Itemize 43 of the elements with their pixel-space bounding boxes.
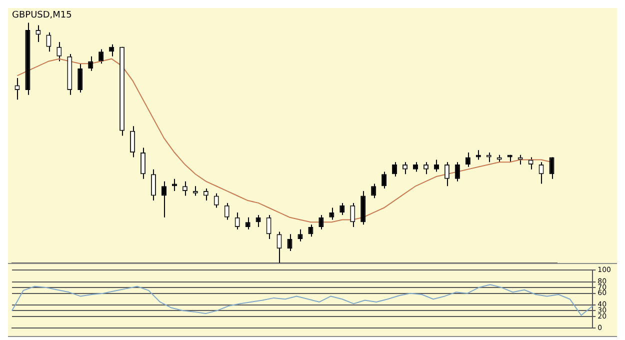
candlestick <box>224 202 230 220</box>
candlestick <box>350 202 356 228</box>
candlestick <box>423 162 429 175</box>
chart-title: GBPUSD,M15 <box>12 10 72 21</box>
candlestick <box>549 156 554 180</box>
candlestick <box>46 32 52 52</box>
candlestick <box>214 192 219 208</box>
candlestick <box>412 162 418 172</box>
candlestick <box>140 147 146 180</box>
candlestick <box>465 152 470 168</box>
candlestick <box>161 180 166 218</box>
candlestick <box>486 152 492 163</box>
candlestick <box>329 207 334 220</box>
candlestick <box>36 24 41 43</box>
candlestick <box>98 48 104 64</box>
candlestick <box>192 186 198 196</box>
candlestick <box>476 150 481 160</box>
candlestick <box>371 183 376 199</box>
candlestick <box>392 162 398 178</box>
candlestick <box>56 42 62 62</box>
candlestick <box>78 63 83 93</box>
candlestick <box>287 234 292 252</box>
candlestick <box>340 202 345 216</box>
candlestick <box>130 126 136 158</box>
candlestick <box>444 162 450 187</box>
candlestick <box>402 162 408 175</box>
candlestick <box>266 214 272 240</box>
candlestick <box>382 171 387 190</box>
candlestick <box>234 212 240 230</box>
candlestick <box>14 78 20 100</box>
candlestick <box>454 162 460 182</box>
candlestick <box>172 178 177 192</box>
candlestick <box>538 162 544 184</box>
candlestick <box>434 159 439 172</box>
candlestick <box>182 180 188 196</box>
candlestick <box>318 214 324 230</box>
candlestick <box>150 168 156 202</box>
candlestick <box>245 216 250 230</box>
candlestick <box>308 224 314 238</box>
candlestick <box>88 56 94 72</box>
candlestick <box>528 156 534 170</box>
candlestick <box>298 228 303 242</box>
candlestick <box>276 231 282 263</box>
